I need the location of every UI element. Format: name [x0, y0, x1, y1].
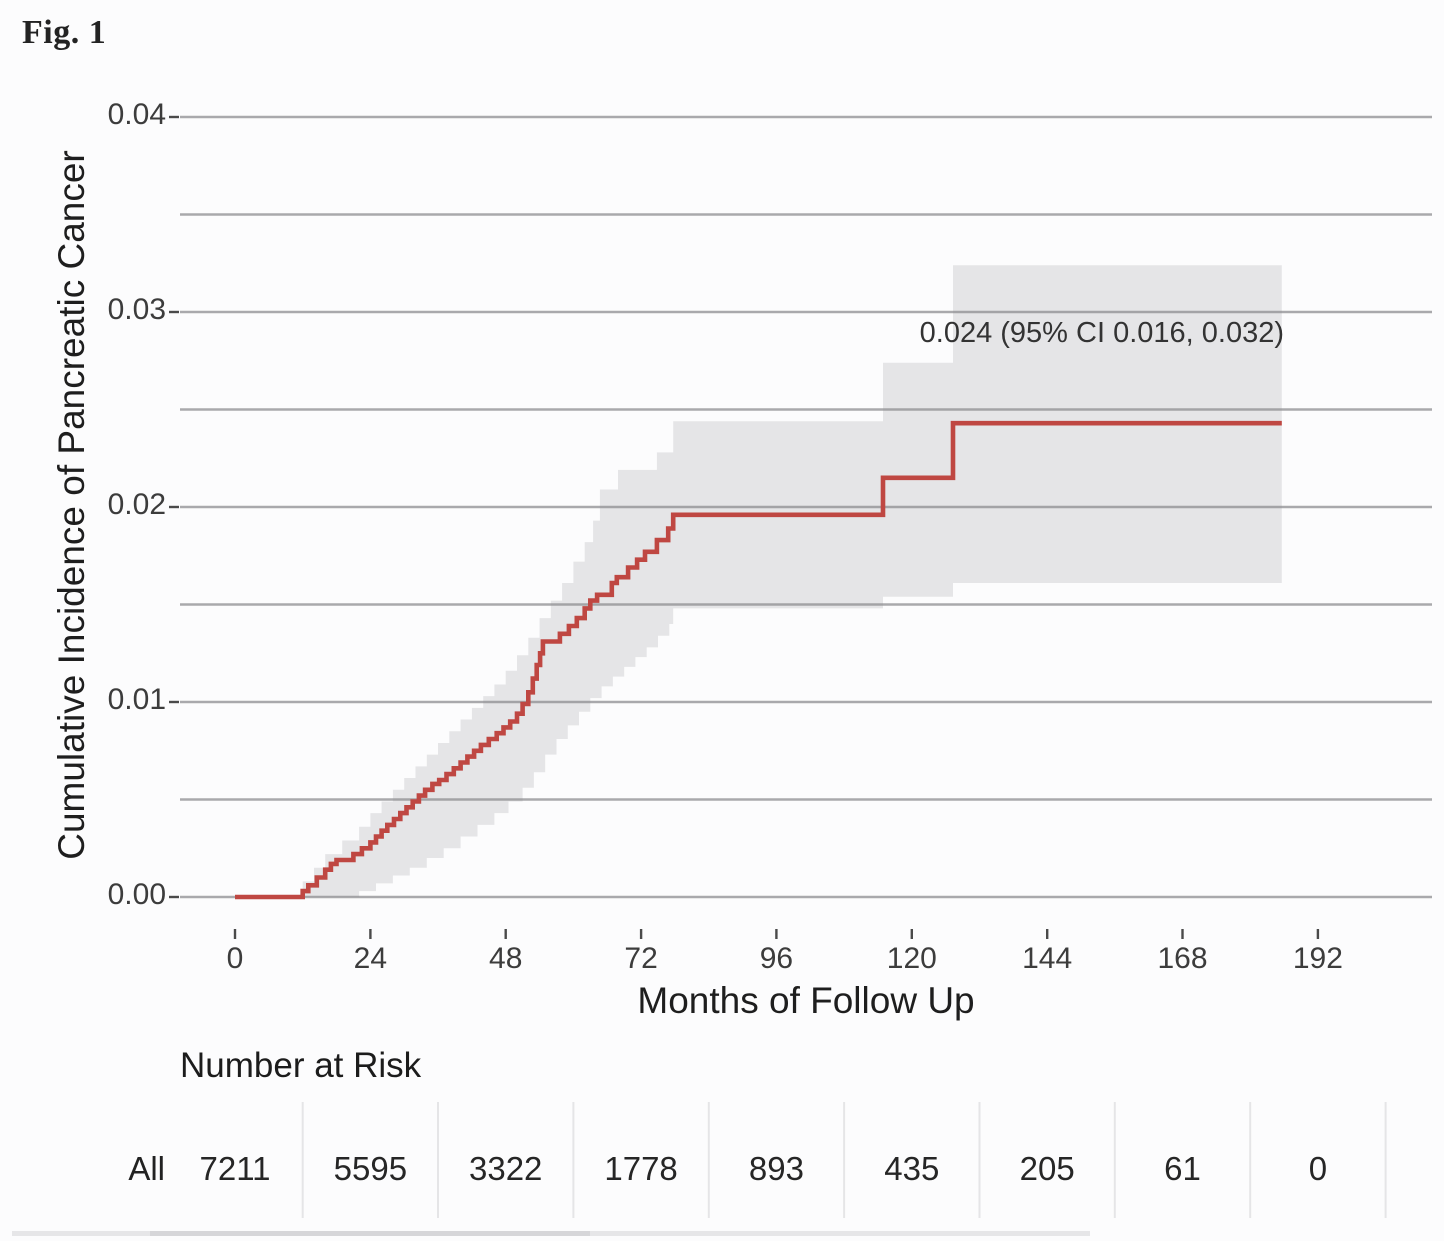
x-tick-label: 120 — [886, 942, 937, 975]
risk-value: 893 — [748, 1150, 804, 1187]
risk-value: 1778 — [604, 1150, 678, 1187]
x-tick-label: 0 — [226, 942, 244, 975]
risk-value: 61 — [1164, 1150, 1201, 1187]
risk-value: 435 — [884, 1150, 940, 1187]
x-tick-label: 96 — [759, 942, 794, 975]
risk-value: 5595 — [333, 1150, 408, 1187]
x-axis-title: Months of Follow Up — [637, 980, 975, 1021]
y-tick-label: 0.02 — [107, 488, 166, 521]
x-tick-label: 192 — [1292, 942, 1343, 975]
x-tick-label: 144 — [1022, 942, 1073, 975]
y-tick-label: 0.04 — [107, 98, 166, 131]
risk-table-title: Number at Risk — [180, 1046, 422, 1085]
risk-row-label: All — [128, 1150, 165, 1187]
risk-value: 0 — [1308, 1150, 1328, 1187]
y-tick-label: 0.00 — [107, 878, 166, 911]
x-tick-label: 24 — [353, 942, 388, 975]
x-tick-label: 48 — [489, 942, 523, 975]
x-tick-label: 168 — [1157, 942, 1208, 975]
estimate-annotation: 0.024 (95% CI 0.016, 0.032) — [919, 317, 1284, 349]
y-tick-label: 0.03 — [107, 293, 166, 326]
x-tick-label: 72 — [624, 942, 658, 975]
risk-value: 7211 — [199, 1150, 271, 1187]
figure-label: Fig. 1 — [22, 14, 107, 51]
y-tick-label: 0.01 — [107, 683, 166, 716]
risk-value: 205 — [1019, 1150, 1075, 1187]
risk-value: 3322 — [469, 1150, 543, 1187]
